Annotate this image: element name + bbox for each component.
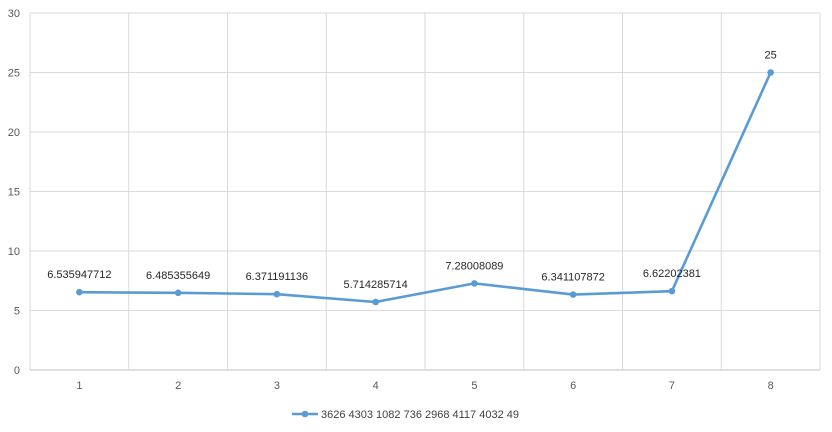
y-tick-label: 25 [8,68,20,80]
data-label: 6.371191136 [246,271,309,283]
x-axis-ticks: 1 2 3 4 5 6 7 8 [76,380,773,392]
x-tick-label: 8 [768,380,774,392]
y-tick-label: 5 [14,306,20,318]
data-point [471,280,478,287]
y-tick-label: 0 [14,365,20,377]
data-label: 6.535947712 [47,269,111,281]
x-tick-label: 5 [471,380,477,392]
legend-swatch-marker [301,410,309,418]
series-line [78,71,772,304]
y-tick-label: 30 [8,8,20,20]
series-layer [76,69,774,306]
data-point [174,289,182,297]
data-label: 6.341107872 [541,272,604,284]
y-axis-ticks: 0 5 10 15 20 25 30 [8,8,20,377]
x-tick-label: 1 [76,380,82,392]
data-point [767,69,774,76]
y-tick-label: 10 [8,246,20,258]
data-point [372,298,379,306]
y-tick-label: 20 [8,127,20,139]
x-tick-label: 6 [570,380,576,392]
data-label: 6.62202381 [643,268,701,280]
x-tick-label: 4 [373,380,379,392]
x-tick-label: 3 [274,380,280,392]
data-label: 25 [765,50,777,62]
legend-label: 3626 4303 1082 736 2968 4117 4032 49 [321,409,519,421]
data-label: 6.485355649 [146,270,210,282]
data-label: 7.28008089 [445,260,503,272]
y-tick-label: 15 [8,187,20,199]
data-labels: 6.535947712 6.485355649 6.371191136 5.71428… [47,50,776,292]
data-point [273,290,281,298]
legend: 3626 4303 1082 736 2968 4117 4032 49 [292,409,519,421]
gridlines [29,12,821,371]
data-point [569,291,577,298]
x-tick-label: 2 [175,380,181,392]
data-label: 5.714285714 [344,279,408,291]
x-tick-label: 7 [669,380,675,392]
data-point [668,287,676,295]
data-point [76,288,83,296]
